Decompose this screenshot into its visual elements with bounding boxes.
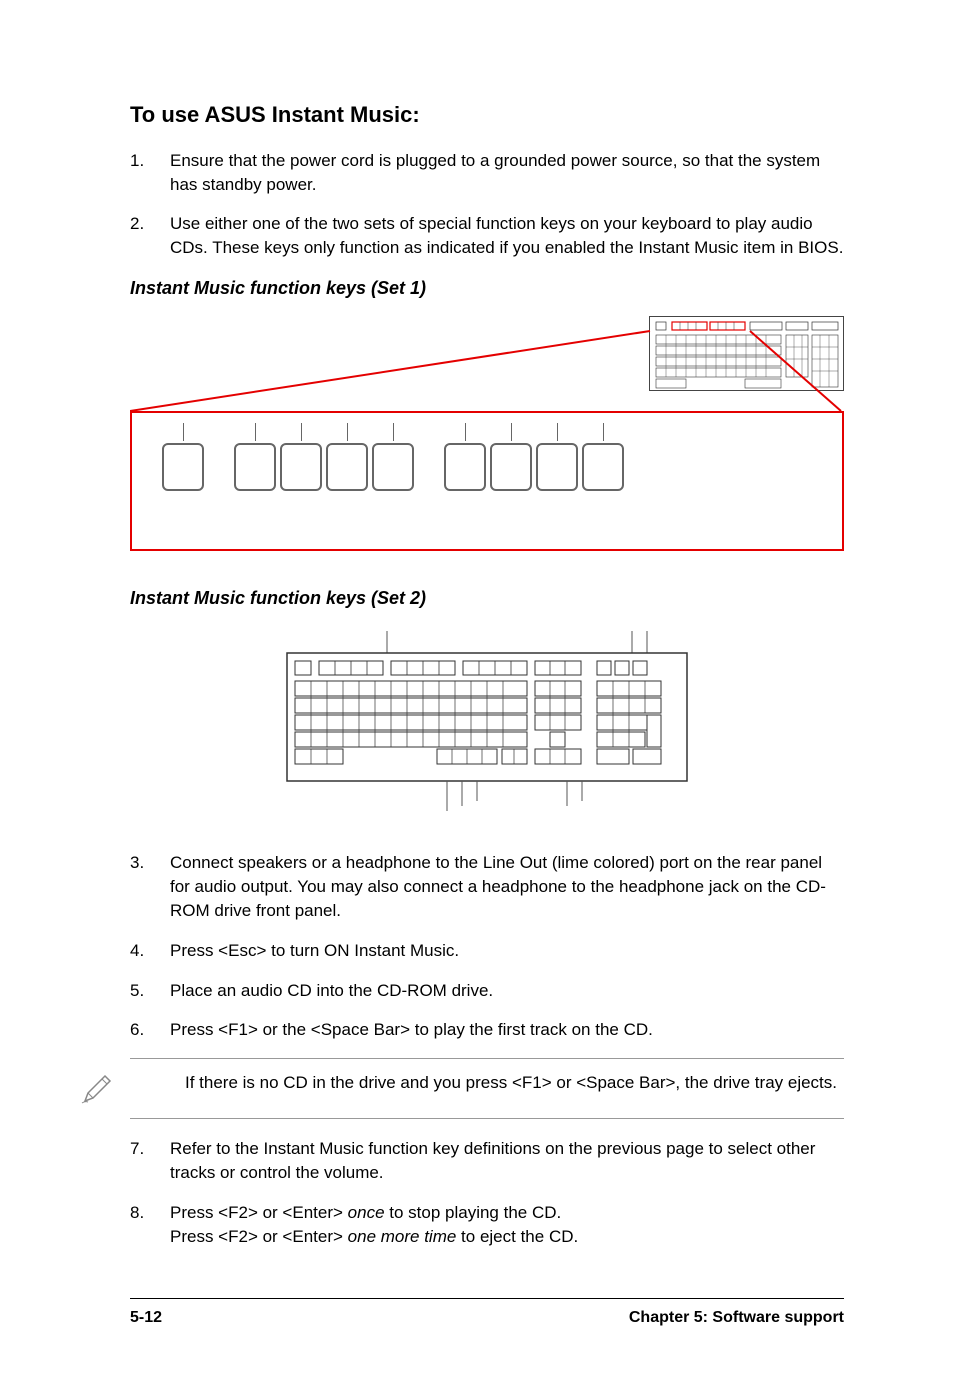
step-8: 8. Press <F2> or <Enter> once to stop pl…	[130, 1201, 844, 1249]
key	[582, 443, 624, 491]
step-number: 8.	[130, 1201, 170, 1249]
step8-line1-post: to stop playing the CD.	[385, 1203, 562, 1222]
step8-line2-post: to eject the CD.	[456, 1227, 578, 1246]
enlarged-keys-box	[130, 411, 844, 551]
page-number: 5-12	[130, 1307, 162, 1329]
step-number: 6.	[130, 1018, 170, 1042]
key	[444, 443, 486, 491]
key-group-f1-f4	[234, 443, 414, 491]
set1-heading: Instant Music function keys (Set 1)	[130, 276, 844, 301]
step-3: 3. Connect speakers or a headphone to th…	[130, 851, 844, 922]
set1-figure	[130, 316, 844, 556]
step-number: 7.	[130, 1137, 170, 1185]
step8-line1-pre: Press <F2> or <Enter>	[170, 1203, 348, 1222]
small-keyboard-illustration	[649, 316, 844, 391]
key	[490, 443, 532, 491]
main-heading: To use ASUS Instant Music:	[130, 100, 844, 131]
step-text: Refer to the Instant Music function key …	[170, 1137, 844, 1185]
step-text: Press <F1> or the <Space Bar> to play th…	[170, 1018, 844, 1042]
key	[162, 443, 204, 491]
key	[372, 443, 414, 491]
step-text: Press <F2> or <Enter> once to stop playi…	[170, 1201, 844, 1249]
step8-line2-pre: Press <F2> or <Enter>	[170, 1227, 348, 1246]
step-2: 2. Use either one of the two sets of spe…	[130, 212, 844, 260]
note-box: If there is no CD in the drive and you p…	[130, 1058, 844, 1119]
step-5: 5. Place an audio CD into the CD-ROM dri…	[130, 979, 844, 1003]
step-text: Ensure that the power cord is plugged to…	[170, 149, 844, 197]
step-7: 7. Refer to the Instant Music function k…	[130, 1137, 844, 1185]
step-number: 4.	[130, 939, 170, 963]
step-number: 1.	[130, 149, 170, 197]
key	[536, 443, 578, 491]
step-number: 3.	[130, 851, 170, 922]
set2-figure	[130, 631, 844, 821]
step-number: 5.	[130, 979, 170, 1003]
step-text: Use either one of the two sets of specia…	[170, 212, 844, 260]
step8-italic1: once	[348, 1203, 385, 1222]
note-text: If there is no CD in the drive and you p…	[185, 1071, 844, 1106]
key	[234, 443, 276, 491]
key-group-f5-f8	[444, 443, 624, 491]
step-1: 1. Ensure that the power cord is plugged…	[130, 149, 844, 197]
step-text: Place an audio CD into the CD-ROM drive.	[170, 979, 844, 1003]
key	[280, 443, 322, 491]
set2-heading: Instant Music function keys (Set 2)	[130, 586, 844, 611]
pencil-note-icon	[80, 1071, 115, 1106]
step-number: 2.	[130, 212, 170, 260]
key-group-esc	[162, 443, 204, 491]
chapter-title: Chapter 5: Software support	[629, 1307, 844, 1329]
step-6: 6. Press <F1> or the <Space Bar> to play…	[130, 1018, 844, 1042]
step-text: Connect speakers or a headphone to the L…	[170, 851, 844, 922]
page-footer: 5-12 Chapter 5: Software support	[130, 1298, 844, 1329]
step8-italic2: one more time	[348, 1227, 457, 1246]
step-text: Press <Esc> to turn ON Instant Music.	[170, 939, 844, 963]
step-4: 4. Press <Esc> to turn ON Instant Music.	[130, 939, 844, 963]
key	[326, 443, 368, 491]
